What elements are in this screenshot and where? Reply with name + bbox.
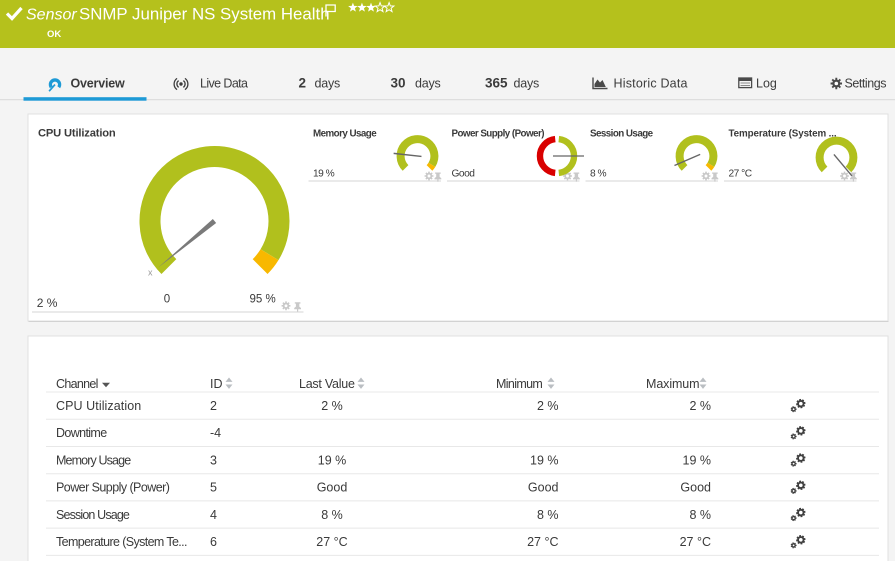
svg-text:Settings: Settings — [845, 77, 887, 91]
svg-text:Log: Log — [756, 77, 777, 91]
svg-text:Good: Good — [528, 481, 559, 495]
svg-text:Memory Usage: Memory Usage — [56, 454, 131, 468]
svg-text:days: days — [415, 77, 441, 91]
svg-text:-4: -4 — [210, 426, 221, 440]
svg-text:4: 4 — [210, 508, 217, 522]
svg-text:Good: Good — [452, 168, 476, 179]
svg-text:OK: OK — [47, 29, 61, 40]
svg-text:2 %: 2 % — [37, 296, 58, 310]
svg-text:2: 2 — [299, 76, 307, 91]
svg-text:30: 30 — [391, 76, 406, 91]
svg-text:Temperature (System ...: Temperature (System ... — [729, 129, 837, 140]
svg-text:8 %: 8 % — [537, 508, 559, 522]
svg-text:Power Supply (Power): Power Supply (Power) — [56, 481, 170, 495]
svg-text:Session Usage: Session Usage — [590, 129, 654, 140]
svg-text:SNMP Juniper NS System Health: SNMP Juniper NS System Health — [79, 5, 330, 24]
svg-text:8 %: 8 % — [689, 508, 711, 522]
svg-text:19 %: 19 % — [530, 454, 559, 468]
svg-text:Maximum: Maximum — [646, 377, 699, 391]
svg-text:Channel: Channel — [56, 377, 98, 391]
svg-text:Power Supply (Power): Power Supply (Power) — [452, 129, 545, 140]
svg-text:2 %: 2 % — [689, 399, 711, 413]
svg-text:Memory Usage: Memory Usage — [313, 129, 377, 140]
svg-text:Live Data: Live Data — [200, 77, 248, 91]
svg-text:5: 5 — [210, 481, 217, 495]
svg-text:3: 3 — [210, 454, 217, 468]
svg-text:8 %: 8 % — [590, 168, 606, 179]
svg-text:27 °C: 27 °C — [316, 535, 347, 549]
svg-text:27 °C: 27 °C — [680, 535, 711, 549]
svg-text:27 °C: 27 °C — [729, 168, 752, 179]
svg-text:Temperature (System Te...: Temperature (System Te... — [56, 535, 187, 549]
svg-text:x: x — [148, 268, 153, 278]
svg-text:0: 0 — [164, 294, 170, 306]
svg-text:days: days — [514, 77, 540, 91]
svg-text:Good: Good — [317, 481, 348, 495]
svg-text:365: 365 — [485, 76, 508, 91]
svg-text:2: 2 — [210, 399, 217, 413]
svg-text:19 %: 19 % — [318, 454, 347, 468]
svg-text:CPU Utilization: CPU Utilization — [56, 399, 141, 413]
svg-text:ID: ID — [210, 377, 223, 391]
svg-text:Overview: Overview — [71, 77, 125, 91]
svg-text:2 %: 2 % — [537, 399, 559, 413]
svg-text:19 %: 19 % — [313, 168, 335, 179]
svg-text:8 %: 8 % — [321, 508, 343, 522]
svg-text:95 %: 95 % — [250, 294, 276, 306]
svg-text:6: 6 — [210, 535, 217, 549]
svg-text:Last Value: Last Value — [299, 377, 355, 391]
svg-text:days: days — [315, 77, 341, 91]
svg-text:Minimum: Minimum — [496, 377, 542, 391]
svg-text:Downtime: Downtime — [56, 426, 107, 440]
svg-text:27 °C: 27 °C — [527, 535, 558, 549]
svg-text:Historic Data: Historic Data — [614, 77, 688, 91]
svg-text:Sensor: Sensor — [26, 7, 77, 24]
svg-text:Session Usage: Session Usage — [56, 508, 130, 522]
svg-text:CPU Utilization: CPU Utilization — [38, 128, 116, 140]
svg-text:Good: Good — [680, 481, 711, 495]
svg-text:19 %: 19 % — [683, 454, 712, 468]
svg-text:2 %: 2 % — [321, 399, 343, 413]
